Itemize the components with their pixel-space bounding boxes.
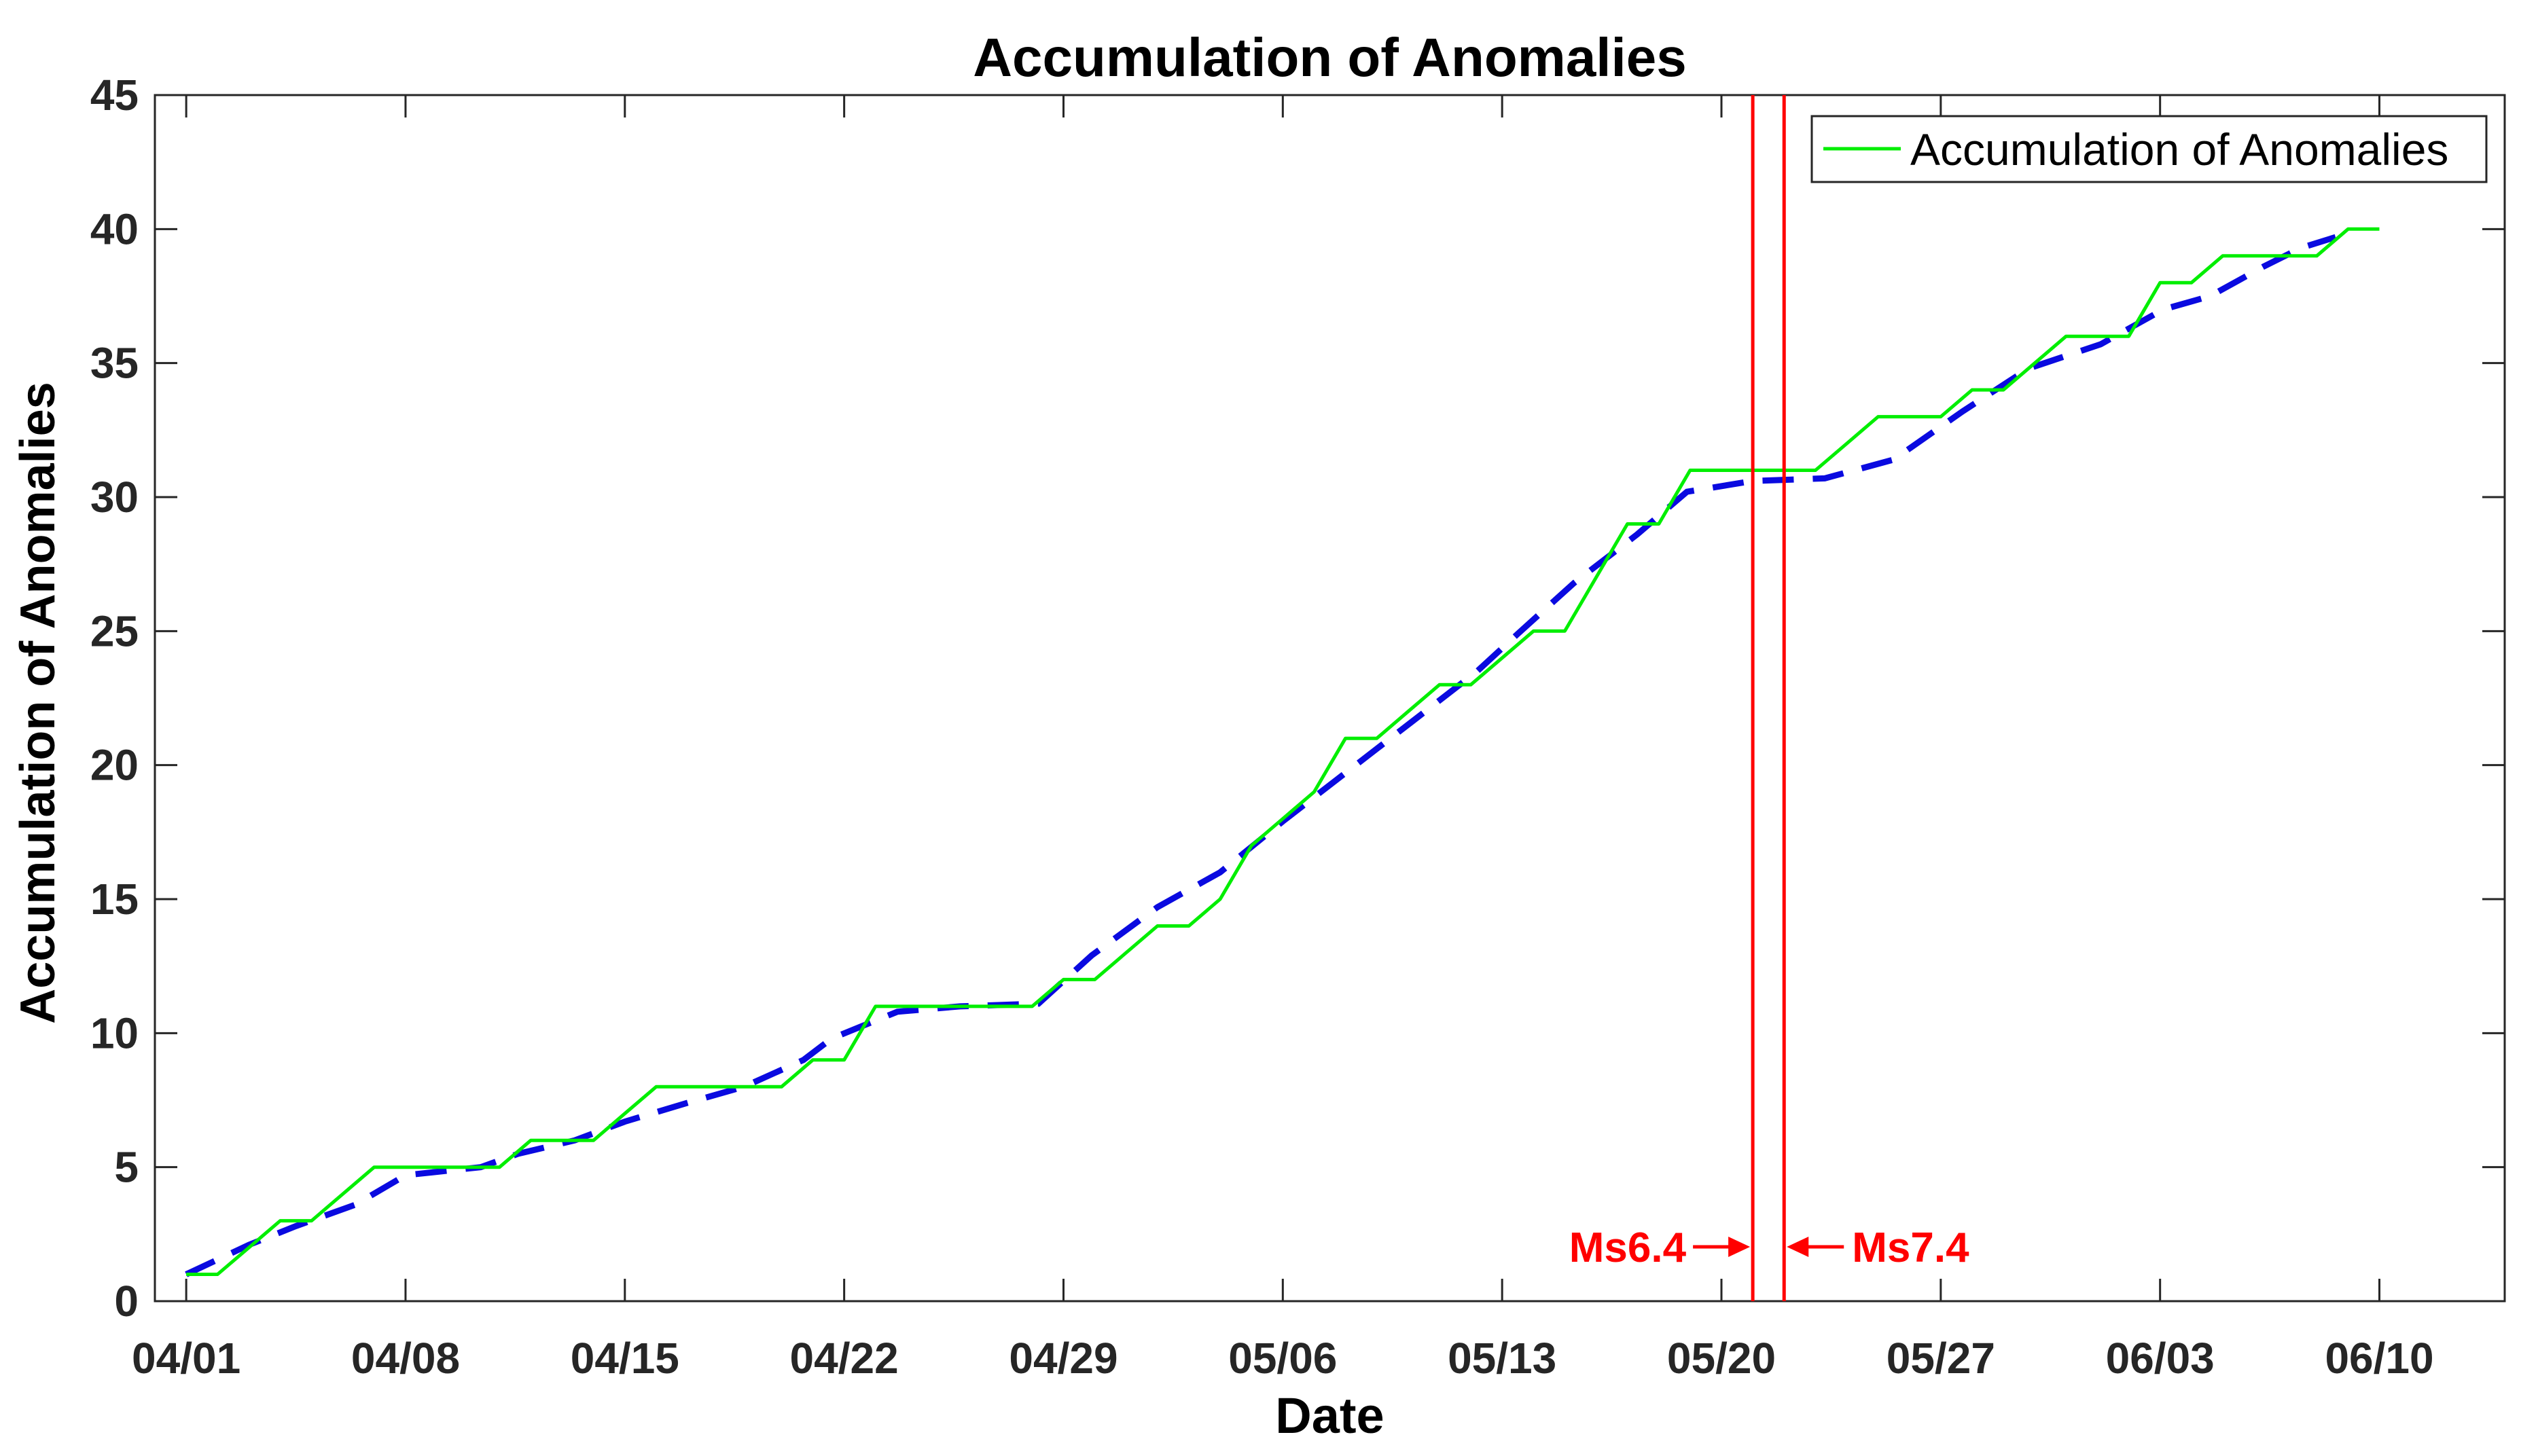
y-tick-label: 30 bbox=[90, 473, 139, 522]
y-tick-label: 10 bbox=[90, 1008, 139, 1057]
event-arrowhead-ms6-4 bbox=[1728, 1237, 1751, 1257]
x-tick-label: 05/13 bbox=[1448, 1334, 1556, 1383]
x-tick-label: 04/08 bbox=[351, 1334, 460, 1383]
x-tick-label: 04/01 bbox=[132, 1334, 240, 1383]
y-tick-label: 5 bbox=[114, 1143, 139, 1192]
y-tick-label: 35 bbox=[90, 339, 139, 388]
x-tick-label: 04/15 bbox=[571, 1334, 679, 1383]
event-arrowhead-ms7-4 bbox=[1787, 1237, 1809, 1257]
y-tick-label: 40 bbox=[90, 204, 139, 253]
x-axis-label: Date bbox=[1275, 1387, 1384, 1444]
event-label-ms6-4: Ms6.4 bbox=[1569, 1224, 1687, 1271]
legend-box bbox=[1810, 115, 2488, 183]
x-tick-label: 05/27 bbox=[1887, 1334, 1995, 1383]
x-tick-label: 04/29 bbox=[1009, 1334, 1118, 1383]
x-tick-label: 06/03 bbox=[2106, 1334, 2215, 1383]
y-tick-label: 45 bbox=[90, 71, 139, 120]
x-tick-label: 04/22 bbox=[790, 1334, 899, 1383]
plot-area bbox=[154, 94, 2506, 1303]
y-tick-label: 15 bbox=[90, 875, 139, 924]
event-label-ms7-4: Ms7.4 bbox=[1852, 1224, 1969, 1271]
chart-title: Accumulation of Anomalies bbox=[973, 27, 1687, 88]
y-tick-label: 0 bbox=[114, 1277, 139, 1326]
y-tick-label: 25 bbox=[90, 606, 139, 655]
x-tick-label: 05/06 bbox=[1228, 1334, 1337, 1383]
x-tick-label: 06/10 bbox=[2325, 1334, 2433, 1383]
x-tick-label: 05/20 bbox=[1667, 1334, 1776, 1383]
series-accumulation-line bbox=[186, 227, 2380, 1276]
legend-label: Accumulation of Anomalies bbox=[1910, 124, 2448, 175]
y-axis-label: Accumulation of Anomalies bbox=[11, 382, 65, 1023]
y-tick-label: 20 bbox=[90, 741, 139, 790]
